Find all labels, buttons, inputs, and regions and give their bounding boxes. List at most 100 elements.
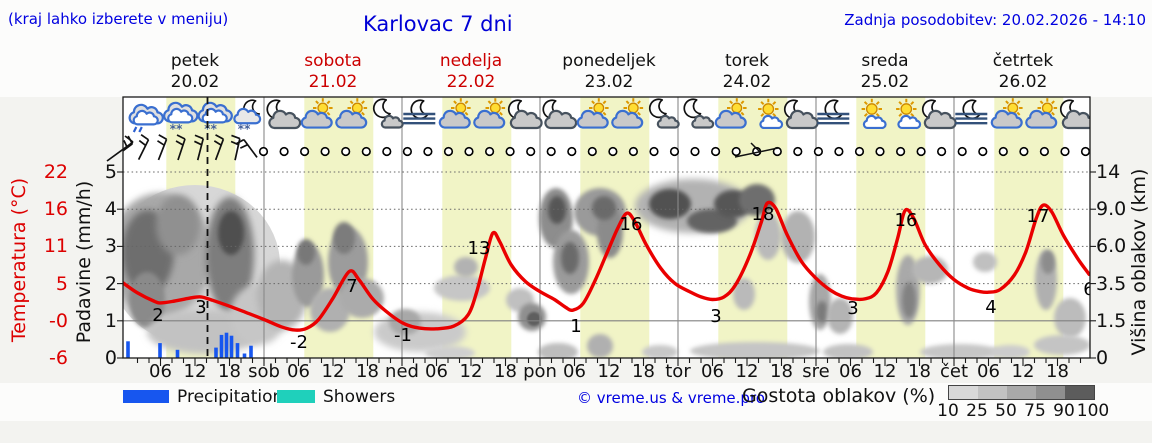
- cloud-density-blob: [902, 282, 916, 318]
- day-header-ponedeljek: ponedeljek 23.02: [539, 51, 679, 93]
- cloud-density-blob: [690, 342, 820, 358]
- temp-tick: -6: [49, 347, 68, 369]
- gradient-tick: 75: [1024, 401, 1046, 421]
- calm-wind-icon: [587, 146, 597, 157]
- cloud-density-blob: [454, 257, 478, 277]
- cloud-density-blob: [156, 195, 200, 255]
- cloud-density-blob: [425, 346, 475, 358]
- time-tick-12: 12: [183, 361, 207, 382]
- calm-wind-icon: [1039, 146, 1049, 157]
- temperature-value-label: 7: [346, 276, 357, 297]
- time-tick-06: 06: [425, 361, 448, 382]
- cloud-density-blob: [973, 252, 997, 272]
- day-date: 22.02: [446, 72, 496, 92]
- day-header-band: [0, 45, 1152, 97]
- time-tick-sre: sre: [802, 361, 830, 382]
- cloud-density-blob: [733, 278, 755, 310]
- time-tick-12: 12: [1011, 361, 1035, 382]
- gradient-segment: [1007, 386, 1036, 399]
- temperature-value-label: 3: [847, 298, 858, 319]
- temperature-value-label: 1: [570, 316, 581, 337]
- day-header-sreda: sreda 25.02: [815, 51, 955, 93]
- cloud-density-blob: [218, 211, 244, 255]
- calm-wind-icon: [505, 146, 515, 157]
- day-name: nedelja: [439, 51, 503, 71]
- calm-wind-icon: [834, 146, 844, 157]
- day-date: 20.02: [170, 72, 220, 92]
- weather-icon-sun-cloud: [300, 98, 333, 129]
- precipitation-bar: [235, 343, 240, 358]
- gradient-segment: [1065, 386, 1094, 399]
- showers-swatch: [277, 390, 315, 403]
- day-header-torek: torek 24.02: [677, 51, 817, 93]
- cloud-density-blob: [1054, 298, 1086, 338]
- precip-tick: 2: [104, 272, 117, 295]
- calm-wind-icon: [895, 146, 906, 157]
- daylight-band: [994, 97, 1064, 358]
- cloud-height-tick: 6.0: [1096, 235, 1127, 258]
- cloud-density-blob: [642, 345, 678, 358]
- day-date: 25.02: [860, 72, 910, 92]
- time-tick-12: 12: [459, 361, 483, 382]
- temp-tick: 5: [55, 272, 68, 295]
- header-band: [0, 0, 1152, 45]
- day-header-petek: petek 20.02: [125, 51, 265, 93]
- calm-wind-icon: [464, 146, 474, 157]
- calm-wind-icon: [546, 146, 556, 157]
- cloud-density-blob: [990, 345, 1030, 358]
- weather-icon-sun-cloud: [1025, 98, 1058, 129]
- temperature-value-label: 16: [895, 210, 918, 231]
- cloud-height-tick: 0: [1096, 347, 1109, 369]
- calm-wind-icon: [1019, 146, 1029, 157]
- temp-tick: 22: [43, 161, 68, 183]
- weather-icon-sun-cloud: [611, 98, 644, 129]
- time-tick-čet: čet: [939, 361, 969, 382]
- calm-wind-icon: [813, 146, 824, 157]
- time-tick-12: 12: [873, 361, 897, 382]
- showers-legend-label: Showers: [323, 387, 396, 407]
- gradient-segment: [949, 386, 978, 399]
- calm-wind-icon: [361, 146, 371, 157]
- wind-barb-icon: [157, 134, 168, 161]
- day-name: sobota: [304, 51, 362, 71]
- time-tick-18: 18: [770, 361, 793, 382]
- weather-icon-sun-small-cloud: [758, 98, 784, 130]
- copyright-link[interactable]: © vreme.us & vreme.pro: [577, 389, 765, 407]
- weather-icon-moon-cloud: [921, 99, 957, 130]
- day-date: 23.02: [584, 72, 634, 92]
- temp-tick: 11: [43, 235, 68, 258]
- time-tick-18: 18: [1046, 361, 1069, 382]
- cloud-height-tick: 14: [1096, 161, 1121, 183]
- weather-icon-moon-cloud: [542, 99, 578, 130]
- temperature-value-label: 3: [195, 297, 206, 318]
- time-tick-pon: pon: [523, 361, 557, 382]
- calm-wind-icon: [567, 146, 577, 157]
- gradient-tick: 25: [966, 401, 988, 421]
- calm-wind-icon: [854, 146, 865, 157]
- time-tick-18: 18: [218, 361, 241, 382]
- calm-wind-icon: [608, 146, 618, 157]
- temperature-value-label: 4: [985, 297, 996, 318]
- time-tick-18: 18: [494, 361, 517, 382]
- precipitation-bar: [219, 334, 224, 358]
- wind-barb-icon: [137, 134, 150, 161]
- day-header-četrtek: četrtek 26.02: [953, 51, 1093, 93]
- wind-barb-icon: [194, 134, 205, 161]
- calm-wind-icon: [341, 146, 351, 157]
- weather-icon-moon-snow-cloud: **: [233, 99, 262, 136]
- precipitation-bar: [175, 349, 180, 358]
- time-tick-18: 18: [908, 361, 931, 382]
- precip-tick: 4: [104, 198, 117, 221]
- weather-icon-sun-small-cloud: [861, 98, 887, 130]
- calm-wind-icon: [382, 146, 392, 157]
- gradient-tick: 10: [937, 401, 959, 421]
- daylight-band: [442, 97, 512, 358]
- cloud-density-blob: [129, 272, 165, 328]
- precipitation-legend-label: Precipitation: [177, 387, 284, 407]
- calm-wind-icon: [485, 146, 495, 157]
- cloud-density-blob: [297, 239, 315, 265]
- precip-tick: 1: [104, 309, 117, 332]
- temperature-value-label: 3: [710, 306, 721, 327]
- temperature-value-label: 18: [752, 204, 775, 225]
- calm-wind-icon: [526, 146, 536, 157]
